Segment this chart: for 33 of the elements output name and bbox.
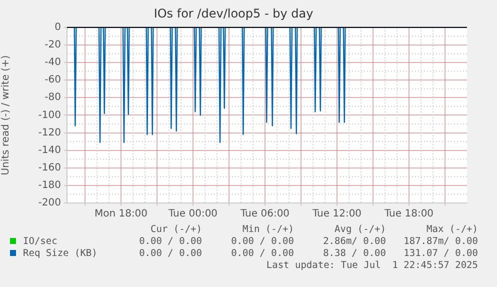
y-tick-label: -80 (44, 92, 61, 104)
text: 131.07 / 0.00 (402, 247, 478, 259)
y-tick-label: -60 (44, 74, 61, 86)
text: Max (-/+) (426, 223, 478, 235)
y-tick-label: 0 (54, 22, 61, 33)
y-tick-label: -160 (38, 162, 61, 174)
y-tick-label: -120 (38, 127, 61, 138)
y-tick-label: -140 (38, 144, 61, 156)
x-tick-label: Tue 12:00 (311, 208, 362, 220)
text: 0.00 / 0.00 (138, 235, 202, 247)
y-axis-title: Units read (-) / write (+) (0, 55, 12, 176)
y-tick-label: -20 (44, 40, 61, 51)
text: Avg (-/+) (334, 223, 386, 235)
y-tick-label: -100 (38, 110, 61, 121)
text: 8.38 / 0.00 (322, 247, 386, 259)
x-tick-label: Tue 06:00 (239, 208, 290, 220)
legend-label: IO/sec (23, 236, 58, 246)
text: 0.00 / 0.00 (138, 247, 202, 259)
text: 0.00 / 0.00 (230, 235, 294, 247)
text: 187.87m/ 0.00 (402, 235, 478, 247)
x-tick-label: Mon 18:00 (94, 208, 148, 220)
text: 2.86m/ 0.00 (322, 235, 386, 247)
x-tick-label: Tue 00:00 (167, 208, 218, 220)
y-tick-label: -40 (44, 57, 61, 68)
text: Last update: Tue Jul 1 22:45:57 2025 (265, 259, 478, 271)
text: Cur (-/+) (150, 223, 202, 235)
y-tick-label: -180 (38, 180, 61, 192)
text: Min (-/+) (242, 223, 294, 235)
text: 0.00 / 0.00 (230, 247, 294, 259)
legend-label: Req Size (KB) (23, 248, 98, 258)
x-tick-label: Tue 18:00 (383, 208, 434, 220)
y-tick-label: -200 (38, 198, 61, 209)
chart-title: IOs for /dev/loop5 - by day (154, 6, 314, 20)
